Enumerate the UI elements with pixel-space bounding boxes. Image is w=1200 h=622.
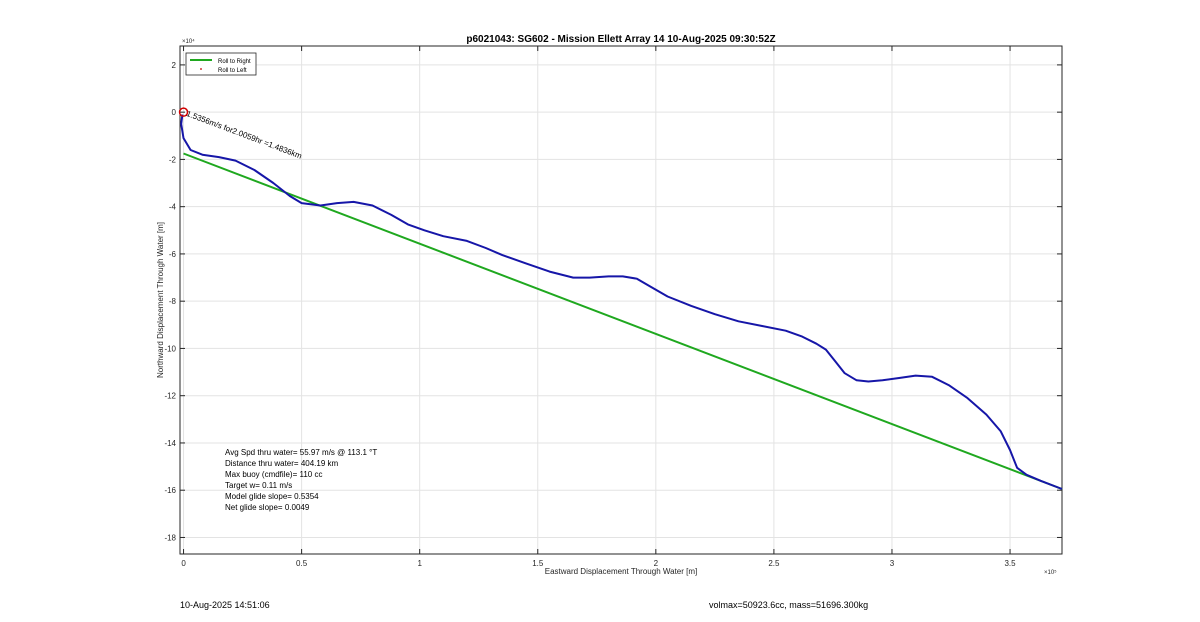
- x-tick-label: 1: [417, 559, 422, 568]
- x-tick-label: 0.5: [296, 559, 308, 568]
- series-track-line: [180, 114, 1063, 490]
- y-tick-label: -4: [169, 203, 177, 212]
- legend-label-roll-to-right: Roll to Right: [218, 59, 251, 65]
- y-axis-label: Northward Displacement Through Water [m]: [156, 222, 165, 378]
- y-tick-label: 0: [172, 108, 177, 117]
- y-tick-label: -2: [169, 155, 177, 164]
- chart-title: p6021043: SG602 - Mission Ellett Array 1…: [466, 34, 775, 45]
- y-exponent-label: ×10⁴: [182, 38, 195, 45]
- start-marker: [178, 107, 189, 117]
- plot-area: [180, 46, 1062, 554]
- x-tick-label: 0: [181, 559, 186, 568]
- x-tick-label: 2: [654, 559, 659, 568]
- y-tick-label: -14: [164, 439, 176, 448]
- stats-line: Target w= 0.11 m/s: [225, 481, 292, 490]
- stats-line: Net glide slope= 0.0049: [225, 503, 310, 512]
- y-tick-label: -18: [164, 533, 176, 542]
- x-tick-label: 1.5: [532, 559, 544, 568]
- stats-line: Avg Spd thru water= 55.97 m/s @ 113.1 °T: [225, 448, 377, 457]
- stats-line: Max buoy (cmdfile)= 110 cc: [225, 470, 322, 479]
- vehicle-params-label: volmax=50923.6cc, mass=51696.300kg: [709, 600, 869, 610]
- legend-box: [185, 52, 257, 76]
- y-tick-label: -8: [169, 297, 177, 306]
- y-tick-label: -16: [164, 486, 176, 495]
- legend-label-roll-to-left: Roll to Left: [218, 68, 247, 74]
- legend-swatch-roll-to-left: [200, 68, 202, 70]
- y-tick-label: -10: [164, 344, 176, 353]
- x-tick-label: 3: [890, 559, 895, 568]
- timestamp-label: 10-Aug-2025 14:51:06: [180, 600, 270, 610]
- x-tick-label: 3.5: [1004, 559, 1016, 568]
- x-axis-label: Eastward Displacement Through Water [m]: [545, 567, 698, 576]
- x-exponent-label: ×10⁵: [1044, 569, 1057, 576]
- y-tick-label: -12: [164, 392, 176, 401]
- stats-line: Model glide slope= 0.5354: [225, 492, 319, 501]
- y-tick-label: 2: [172, 61, 177, 70]
- stats-line: Distance thru water= 404.19 km: [225, 459, 339, 468]
- plot-frame: [179, 45, 1063, 555]
- y-tick-label: -6: [169, 250, 177, 259]
- x-tick-label: 2.5: [768, 559, 780, 568]
- series-roll-to-right-line: [183, 152, 1063, 490]
